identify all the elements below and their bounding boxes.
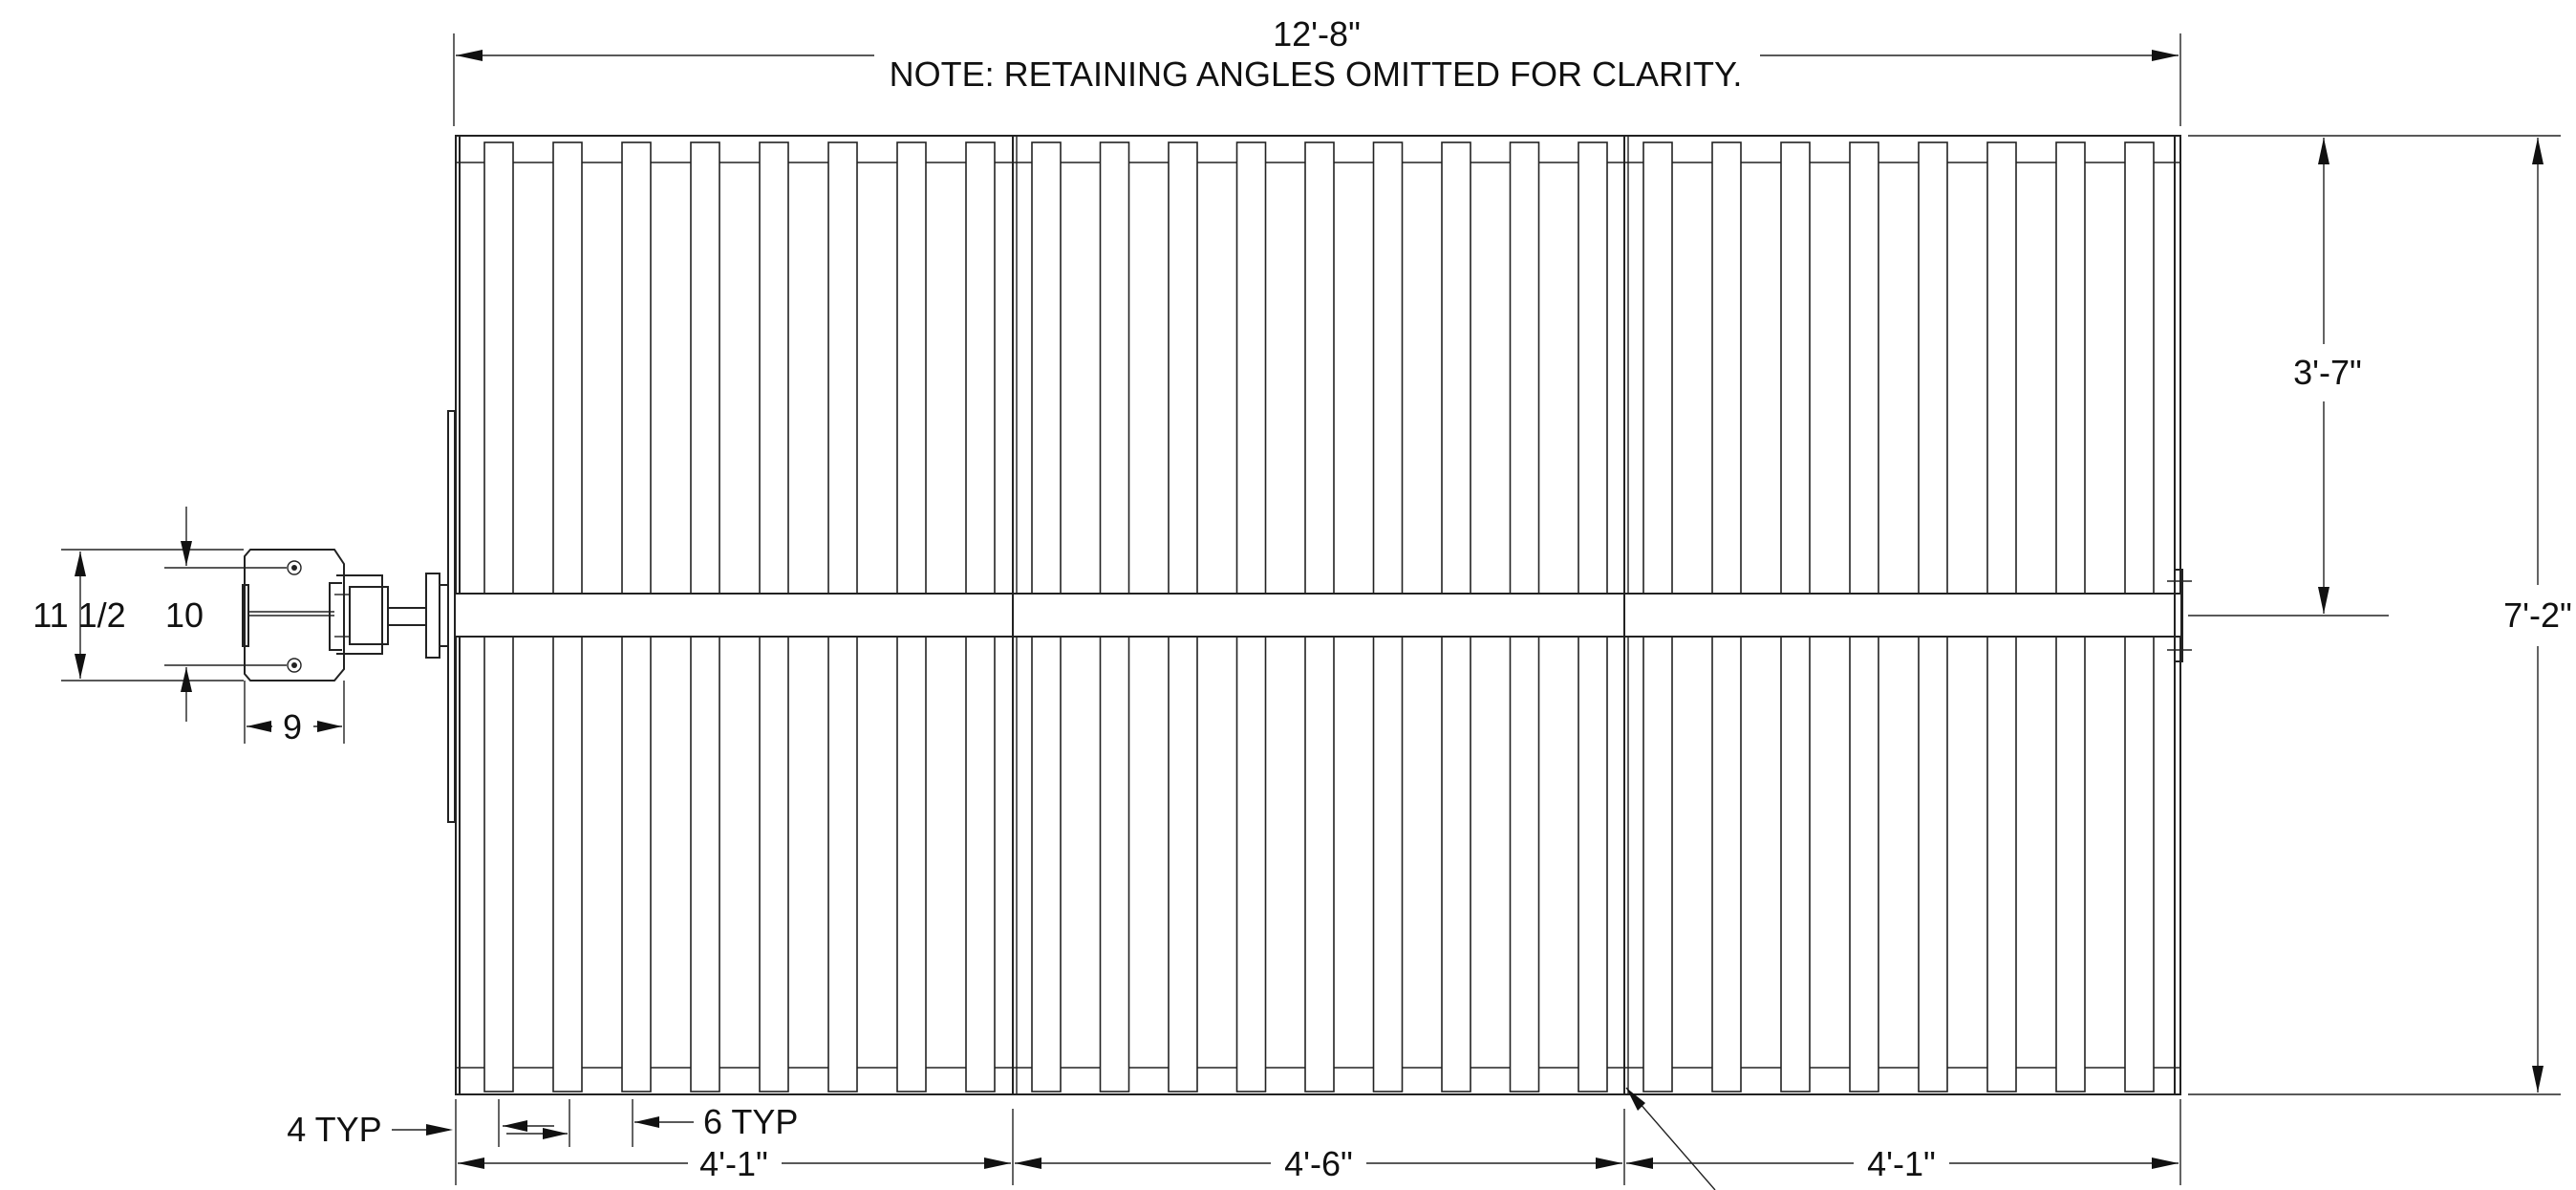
plank-typ-label: 6 TYP xyxy=(703,1102,798,1141)
overall-length-label: 12'-8" xyxy=(1273,14,1361,54)
right-end-fitting xyxy=(2167,569,2192,662)
overall-length-dimension: 12'-8" NOTE: RETAINING ANGLES OMITTED FO… xyxy=(453,14,2181,126)
gap-typ-label: 4 TYP xyxy=(287,1110,381,1149)
panel-left-label: 4'-1" xyxy=(699,1144,768,1183)
section-width-label: 9 xyxy=(283,707,302,746)
section-depth-label: 10 xyxy=(165,595,204,635)
retaining-angles-note: NOTE: RETAINING ANGLES OMITTED FOR CLARI… xyxy=(890,54,1743,94)
panel-right-label: 4'-1" xyxy=(1867,1144,1936,1183)
section-height-label: 11 1/2 xyxy=(32,595,125,635)
panel-dimensions: 4'-1" 4'-6" 4'-1" xyxy=(455,1099,2181,1185)
half-width-dimension: 3'-7" xyxy=(2188,135,2561,617)
left-end-plate xyxy=(425,410,456,823)
gap-typ-callout: 4 TYP xyxy=(287,1099,570,1149)
section-width-dimension: 9 xyxy=(244,681,345,746)
plank-typ-callout: 6 TYP xyxy=(632,1099,798,1147)
joint-leader xyxy=(1625,1087,1716,1190)
center-beam xyxy=(456,593,2180,638)
half-width-label: 3'-7" xyxy=(2293,353,2362,392)
overall-width-label: 7'-2" xyxy=(2503,595,2572,635)
panel-middle-label: 4'-6" xyxy=(1284,1144,1353,1183)
beam-section-detail xyxy=(242,549,427,682)
section-height-dimension: 11 1/2 xyxy=(32,549,244,682)
overall-width-dimension: 7'-2" xyxy=(2188,138,2572,1095)
section-depth-dimension: 10 xyxy=(164,507,287,722)
